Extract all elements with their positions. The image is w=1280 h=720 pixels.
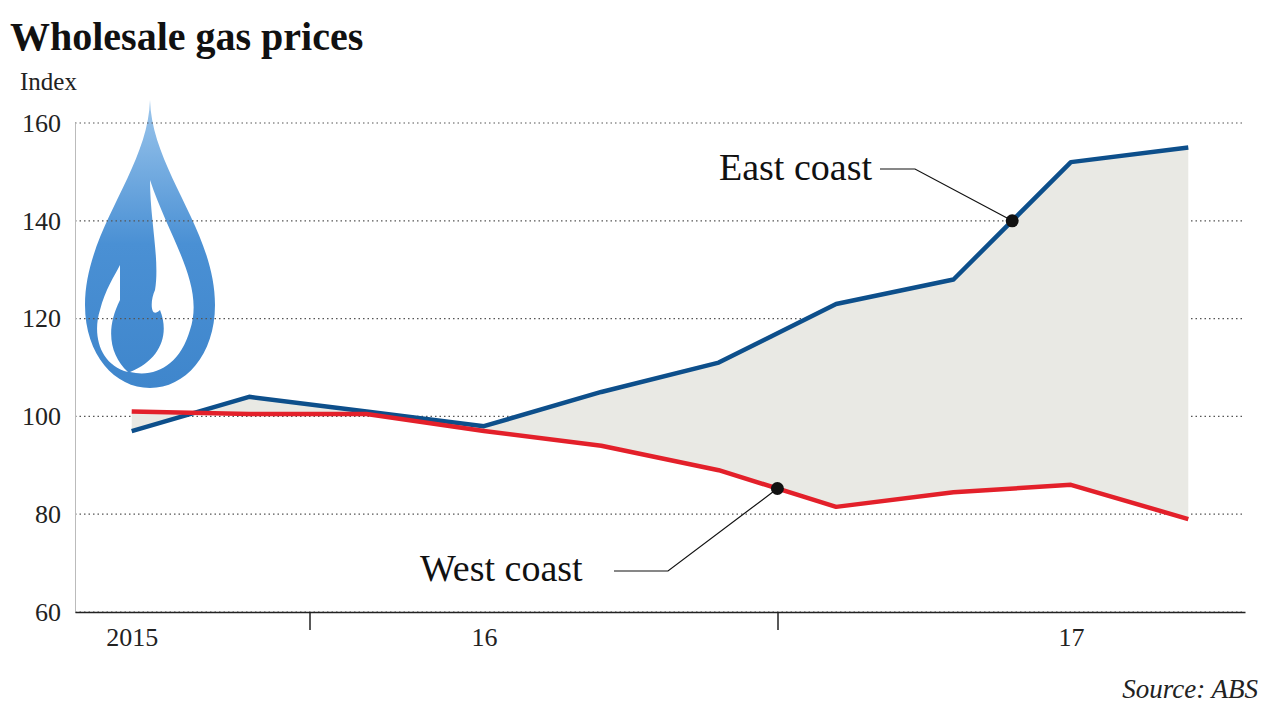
plot-area — [132, 147, 1189, 519]
gap-area — [132, 147, 1189, 519]
leader-line — [880, 169, 1012, 221]
y-tick: 140 — [22, 207, 75, 236]
leader-dot — [771, 482, 784, 495]
x-axis: 2015 16 17 — [76, 612, 1246, 652]
title: Wholesale gas prices — [10, 14, 363, 59]
y-label: Index — [20, 68, 77, 95]
series-labels: East coast West coast — [420, 146, 1019, 589]
y-tick: 120 — [22, 304, 75, 333]
x-tick-label: 17 — [1058, 623, 1084, 652]
series-label: East coast — [719, 146, 872, 188]
grid-line — [75, 122, 1245, 123]
y-tick-label: 160 — [22, 109, 61, 138]
leader-dot — [1006, 214, 1019, 227]
y-tick-label: 60 — [35, 598, 61, 627]
y-tick-label: 100 — [22, 402, 61, 431]
y-tick-label: 140 — [22, 207, 61, 236]
series-line — [132, 412, 1189, 520]
x-tick: 16 — [471, 612, 497, 652]
x-tick: 17 — [1058, 612, 1084, 652]
y-axis: 60 80 100 120 140 160 — [22, 109, 76, 627]
flame-icon — [85, 100, 215, 388]
y-tick: 160 — [22, 109, 75, 138]
source: Source: ABS — [1122, 674, 1258, 704]
x-divider — [309, 612, 311, 630]
x-axis-line — [76, 612, 1246, 614]
y-tick: 80 — [35, 500, 75, 529]
y-tick-label: 120 — [22, 304, 61, 333]
flame-outer — [85, 100, 215, 388]
y-tick-label: 80 — [35, 500, 61, 529]
x-tick-label: 16 — [471, 623, 497, 652]
x-tick-label: 2015 — [106, 623, 158, 652]
grid — [75, 123, 1245, 612]
y-tick: 60 — [35, 598, 75, 627]
y-axis-line — [75, 124, 76, 613]
grid-line — [75, 611, 1245, 612]
leader-line — [614, 489, 777, 571]
series-line — [132, 147, 1189, 431]
chart: Wholesale gas prices Index 60 80 100 120 140 16… — [0, 0, 1280, 720]
x-divider — [777, 612, 779, 630]
x-tick: 2015 — [106, 612, 158, 652]
grid-line — [75, 514, 1245, 515]
series-label: West coast — [420, 547, 583, 589]
y-tick: 100 — [22, 402, 75, 431]
flame-inner — [97, 180, 194, 373]
